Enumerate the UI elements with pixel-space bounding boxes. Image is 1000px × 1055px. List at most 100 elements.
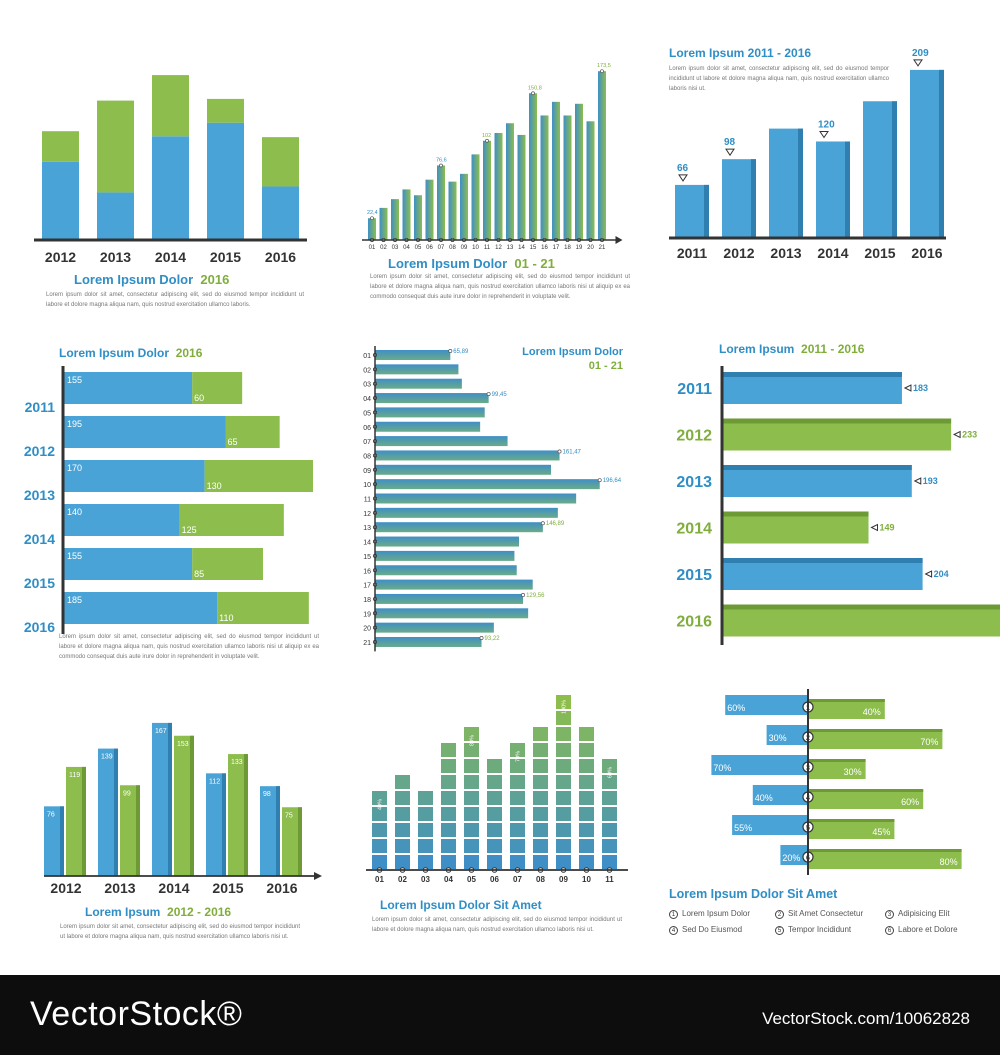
bar-segment [510, 855, 525, 869]
x-tick-label: 14 [518, 245, 525, 251]
bar-segment [441, 791, 456, 805]
y-tick-label: 2012 [676, 428, 712, 445]
y-tick-label: 06 [363, 425, 371, 432]
value-label-right: 45% [872, 827, 890, 837]
chart-9-title: Lorem Ipsum Dolor Sit Amet [669, 887, 838, 901]
bar-segment [487, 775, 502, 789]
bar-blue [44, 806, 64, 876]
value-label-blue: 76 [47, 811, 55, 818]
bar-shade [190, 735, 194, 876]
bar-segment [418, 807, 433, 821]
legend-label: Tempor Incididunt [788, 925, 852, 934]
axis-arrow-icon [615, 236, 623, 244]
marker-triangle-icon [819, 130, 829, 139]
bar-segment [418, 823, 433, 837]
bar-segment [464, 743, 479, 757]
data-label: 129,56 [526, 593, 545, 599]
bar-segment [372, 823, 387, 837]
value-marker [439, 163, 443, 168]
bar [722, 372, 902, 404]
bar [375, 421, 481, 432]
x-tick-label: 2013 [104, 880, 135, 896]
chart-8-plot: 01 40% 02 03 04 05 80% 06 07 70% 08 09 100% 10 11 60% [366, 695, 628, 884]
bar [375, 350, 451, 360]
bar [675, 184, 709, 238]
bar-right [808, 759, 866, 779]
bar-segment [418, 855, 433, 869]
bar-segment [602, 839, 617, 853]
bar-segment [441, 839, 456, 853]
bar [375, 608, 529, 619]
bar-segment [372, 791, 387, 805]
marker-triangle-icon [952, 430, 961, 439]
bar-segment [372, 807, 387, 821]
y-tick-label: 2013 [676, 474, 712, 491]
x-tick-label: 2015 [864, 245, 895, 261]
bar-left [732, 815, 808, 835]
data-label: 100% [562, 700, 568, 714]
bar-segment [441, 775, 456, 789]
bar [529, 93, 537, 240]
bar-blue [63, 372, 193, 404]
bar-segment [510, 791, 525, 805]
x-tick-label: 2013 [770, 245, 801, 261]
x-tick-label: 2015 [210, 249, 241, 265]
bar-blue [63, 504, 180, 536]
bar-segment [602, 791, 617, 805]
bar-shade [798, 128, 803, 238]
bar [375, 579, 533, 590]
x-tick-label: 15 [530, 245, 537, 251]
bar [379, 207, 388, 240]
bar-segment [441, 807, 456, 821]
bar-segment [395, 823, 410, 837]
value-label-green: 75 [285, 812, 293, 819]
data-label: 70% [516, 751, 522, 762]
chart-4-title-text: Lorem Ipsum Dolor [59, 346, 170, 360]
bar-segment [533, 727, 548, 741]
bar-blue [262, 186, 299, 240]
data-label: 80% [470, 735, 476, 746]
bar-segment [533, 759, 548, 773]
bar-segment [533, 775, 548, 789]
bar [506, 123, 514, 240]
y-tick-label: 21 [363, 640, 371, 647]
bar-segment [533, 823, 548, 837]
bar-green [204, 460, 313, 492]
value-label-left: 30% [769, 733, 787, 743]
bar-segment [441, 855, 456, 869]
bar-segment [579, 839, 594, 853]
bar-segment [464, 791, 479, 805]
bar-segment [372, 839, 387, 853]
bar [471, 154, 480, 240]
chart-3-description: Lorem ipsum dolor sit amet, consectetur … [669, 66, 889, 92]
bar-green [192, 372, 243, 404]
bar-right [808, 849, 962, 869]
y-tick-label: 2016 [24, 619, 55, 635]
bar-shade [168, 722, 172, 876]
bar-left [752, 785, 808, 805]
data-label: 98 [724, 137, 736, 148]
value-marker [600, 69, 604, 74]
bar [375, 378, 462, 389]
data-label: 40% [378, 799, 384, 810]
legend-number-icon: 6 [885, 926, 894, 935]
bar-segment [372, 855, 387, 869]
value-label-green: 65 [228, 437, 238, 447]
bar-segment [579, 775, 594, 789]
bar-segment [556, 791, 571, 805]
bar-segment [602, 855, 617, 869]
bar-blue [97, 192, 134, 240]
chart-6: Lorem Ipsum 2011 - 2016 183 2011 233 2012 19… [665, 340, 1000, 650]
x-tick-label: 05 [467, 875, 476, 884]
y-tick-label: 03 [363, 382, 371, 389]
bar-blue [152, 136, 189, 240]
bar-shade [722, 418, 952, 424]
bar [375, 536, 519, 547]
chart-9-plot: 60%40%130%70%270%30%340%60%455%45%520%80… [711, 689, 962, 875]
chart-5-title-range: 01 - 21 [588, 360, 623, 372]
bar-green [282, 807, 302, 876]
bar-segment [556, 839, 571, 853]
y-tick-label: 17 [363, 583, 371, 590]
x-tick-label: 12 [495, 245, 502, 251]
value-label-blue: 167 [155, 728, 167, 735]
